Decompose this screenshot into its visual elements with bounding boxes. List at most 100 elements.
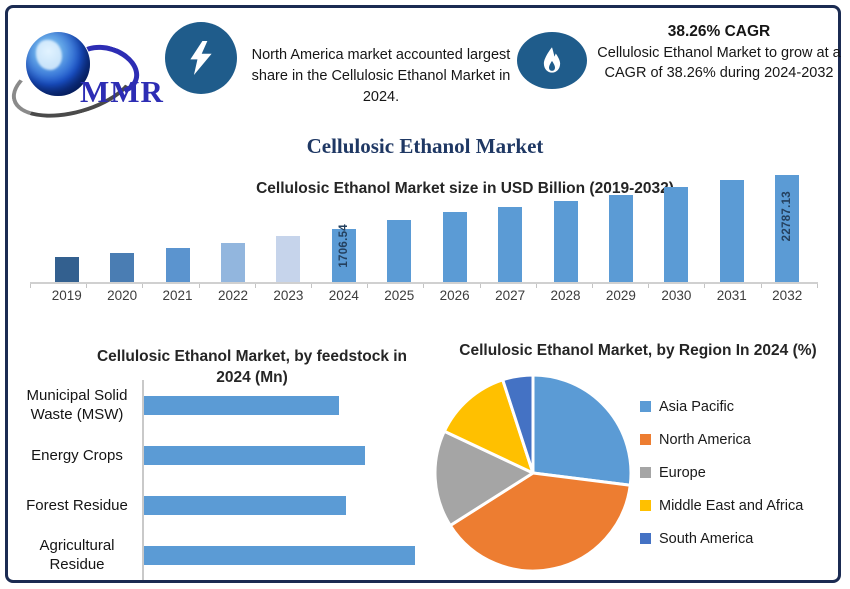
pie-slice-south-america (501, 373, 535, 475)
x-label-2028: 2028 (550, 288, 581, 303)
feedstock-label: Agricultural Residue (39, 537, 115, 573)
feedstock-bar-area (142, 380, 436, 430)
legend-marker-icon (640, 401, 651, 412)
legend-item: North America (640, 423, 803, 456)
bar-cell (150, 175, 205, 282)
bar-2023 (276, 236, 301, 282)
bar-value-label: 1706.54 (337, 224, 350, 268)
highlight-left-text: North America market accounted largest s… (251, 46, 511, 105)
legend-label: Middle East and Africa (659, 497, 804, 514)
x-label-2032: 2032 (772, 288, 803, 303)
pie-slice-middle-east-and-africa (442, 378, 535, 475)
axis-tick (198, 284, 200, 288)
legend-label: Asia Pacific (659, 398, 734, 415)
x-label-2019: 2019 (51, 288, 82, 303)
market-size-chart: Cellulosic Ethanol Market size in USD Bi… (0, 165, 850, 307)
feedstock-rows: Municipal Solid Waste (MSW) Energy Crops F… (12, 380, 436, 580)
bar-cell (261, 175, 316, 282)
axis-tick (535, 284, 537, 288)
flame-badge (517, 32, 587, 89)
legend-item: Europe (640, 456, 803, 489)
feedstock-label: Municipal Solid Waste (MSW) (26, 387, 128, 423)
axis-tick (592, 284, 594, 288)
feedstock-bar (144, 445, 365, 465)
legend-marker-icon (640, 434, 651, 445)
feedstock-bar-area (142, 530, 436, 580)
legend-marker-icon (640, 467, 651, 478)
bar-cell (39, 175, 94, 282)
axis-tick (479, 284, 481, 288)
lightning-icon (190, 41, 212, 75)
bar-2019 (54, 257, 79, 282)
bar-2026 (442, 212, 467, 282)
bar-2025 (387, 220, 412, 282)
bar-2020 (110, 253, 135, 282)
axis-tick (311, 284, 313, 288)
bar-2021 (165, 248, 190, 282)
bar-2032: 22787.13 (775, 175, 800, 282)
bar-2030 (664, 187, 689, 282)
market-size-bars: 1706.54 22787.13 (39, 175, 815, 282)
mmr-logo: MMR (3, 26, 164, 131)
pie-slice-asia-pacific (531, 373, 633, 487)
legend-marker-icon (640, 533, 651, 544)
x-label-2025: 2025 (384, 288, 415, 303)
bar-2031 (719, 180, 744, 282)
axis-tick (648, 284, 650, 288)
region-pie (433, 373, 633, 573)
cagr-text: Cellulosic Ethanol Market to grow at a C… (597, 45, 841, 81)
bar-value-label: 22787.13 (781, 191, 794, 242)
page-border (5, 5, 841, 583)
feedstock-row: Municipal Solid Waste (MSW) (12, 380, 436, 430)
feedstock-row: Forest Residue (12, 480, 436, 530)
globe-icon (26, 32, 90, 96)
region-chart: Cellulosic Ethanol Market, by Region In … (433, 322, 840, 580)
bar-cell (372, 175, 427, 282)
x-label-2024: 2024 (328, 288, 359, 303)
bar-cell: 1706.54 (316, 175, 371, 282)
feedstock-bar (144, 545, 415, 565)
axis-tick (142, 284, 144, 288)
bar-cell (649, 175, 704, 282)
x-label-2031: 2031 (716, 288, 747, 303)
legend-marker-icon (640, 500, 651, 511)
bar-2029 (608, 195, 633, 282)
bar-cell: 22787.13 (759, 175, 814, 282)
legend-label: North America (659, 431, 751, 448)
region-chart-title: Cellulosic Ethanol Market, by Region In … (459, 341, 817, 359)
feedstock-chart-title: Cellulosic Ethanol Market, by feedstock … (96, 347, 408, 386)
legend-label: South America (659, 530, 754, 547)
x-label-2022: 2022 (217, 288, 248, 303)
x-label-2020: 2020 (107, 288, 138, 303)
axis-tick (30, 284, 31, 288)
x-axis-ticks (30, 284, 818, 288)
bar-cell (704, 175, 759, 282)
bar-2027 (498, 207, 523, 282)
flame-icon (543, 46, 561, 73)
lightning-badge (165, 22, 237, 94)
page-title: Cellulosic Ethanol Market (306, 134, 544, 159)
axis-tick (423, 284, 425, 288)
feedstock-label: Energy Crops (31, 446, 123, 464)
feedstock-label: Forest Residue (26, 496, 128, 514)
logo-text: MMR (80, 74, 164, 109)
axis-tick (816, 284, 818, 288)
axis-tick (254, 284, 256, 288)
x-axis-line (30, 282, 818, 284)
bar-cell (94, 175, 149, 282)
x-label-2021: 2021 (162, 288, 193, 303)
bar-cell (205, 175, 260, 282)
bar-2024: 1706.54 (331, 224, 356, 282)
feedstock-row: Agricultural Residue (12, 530, 436, 580)
bar-cell (482, 175, 537, 282)
market-size-chart-title: Cellulosic Ethanol Market size in USD Bi… (256, 179, 674, 197)
x-label-2023: 2023 (273, 288, 304, 303)
legend-item: South America (640, 522, 803, 555)
x-label-2027: 2027 (495, 288, 526, 303)
feedstock-row: Energy Crops (12, 430, 436, 480)
cagr-heading: 38.26% CAGR (667, 23, 771, 40)
axis-tick (704, 284, 706, 288)
axis-tick (760, 284, 762, 288)
x-label-2029: 2029 (605, 288, 636, 303)
